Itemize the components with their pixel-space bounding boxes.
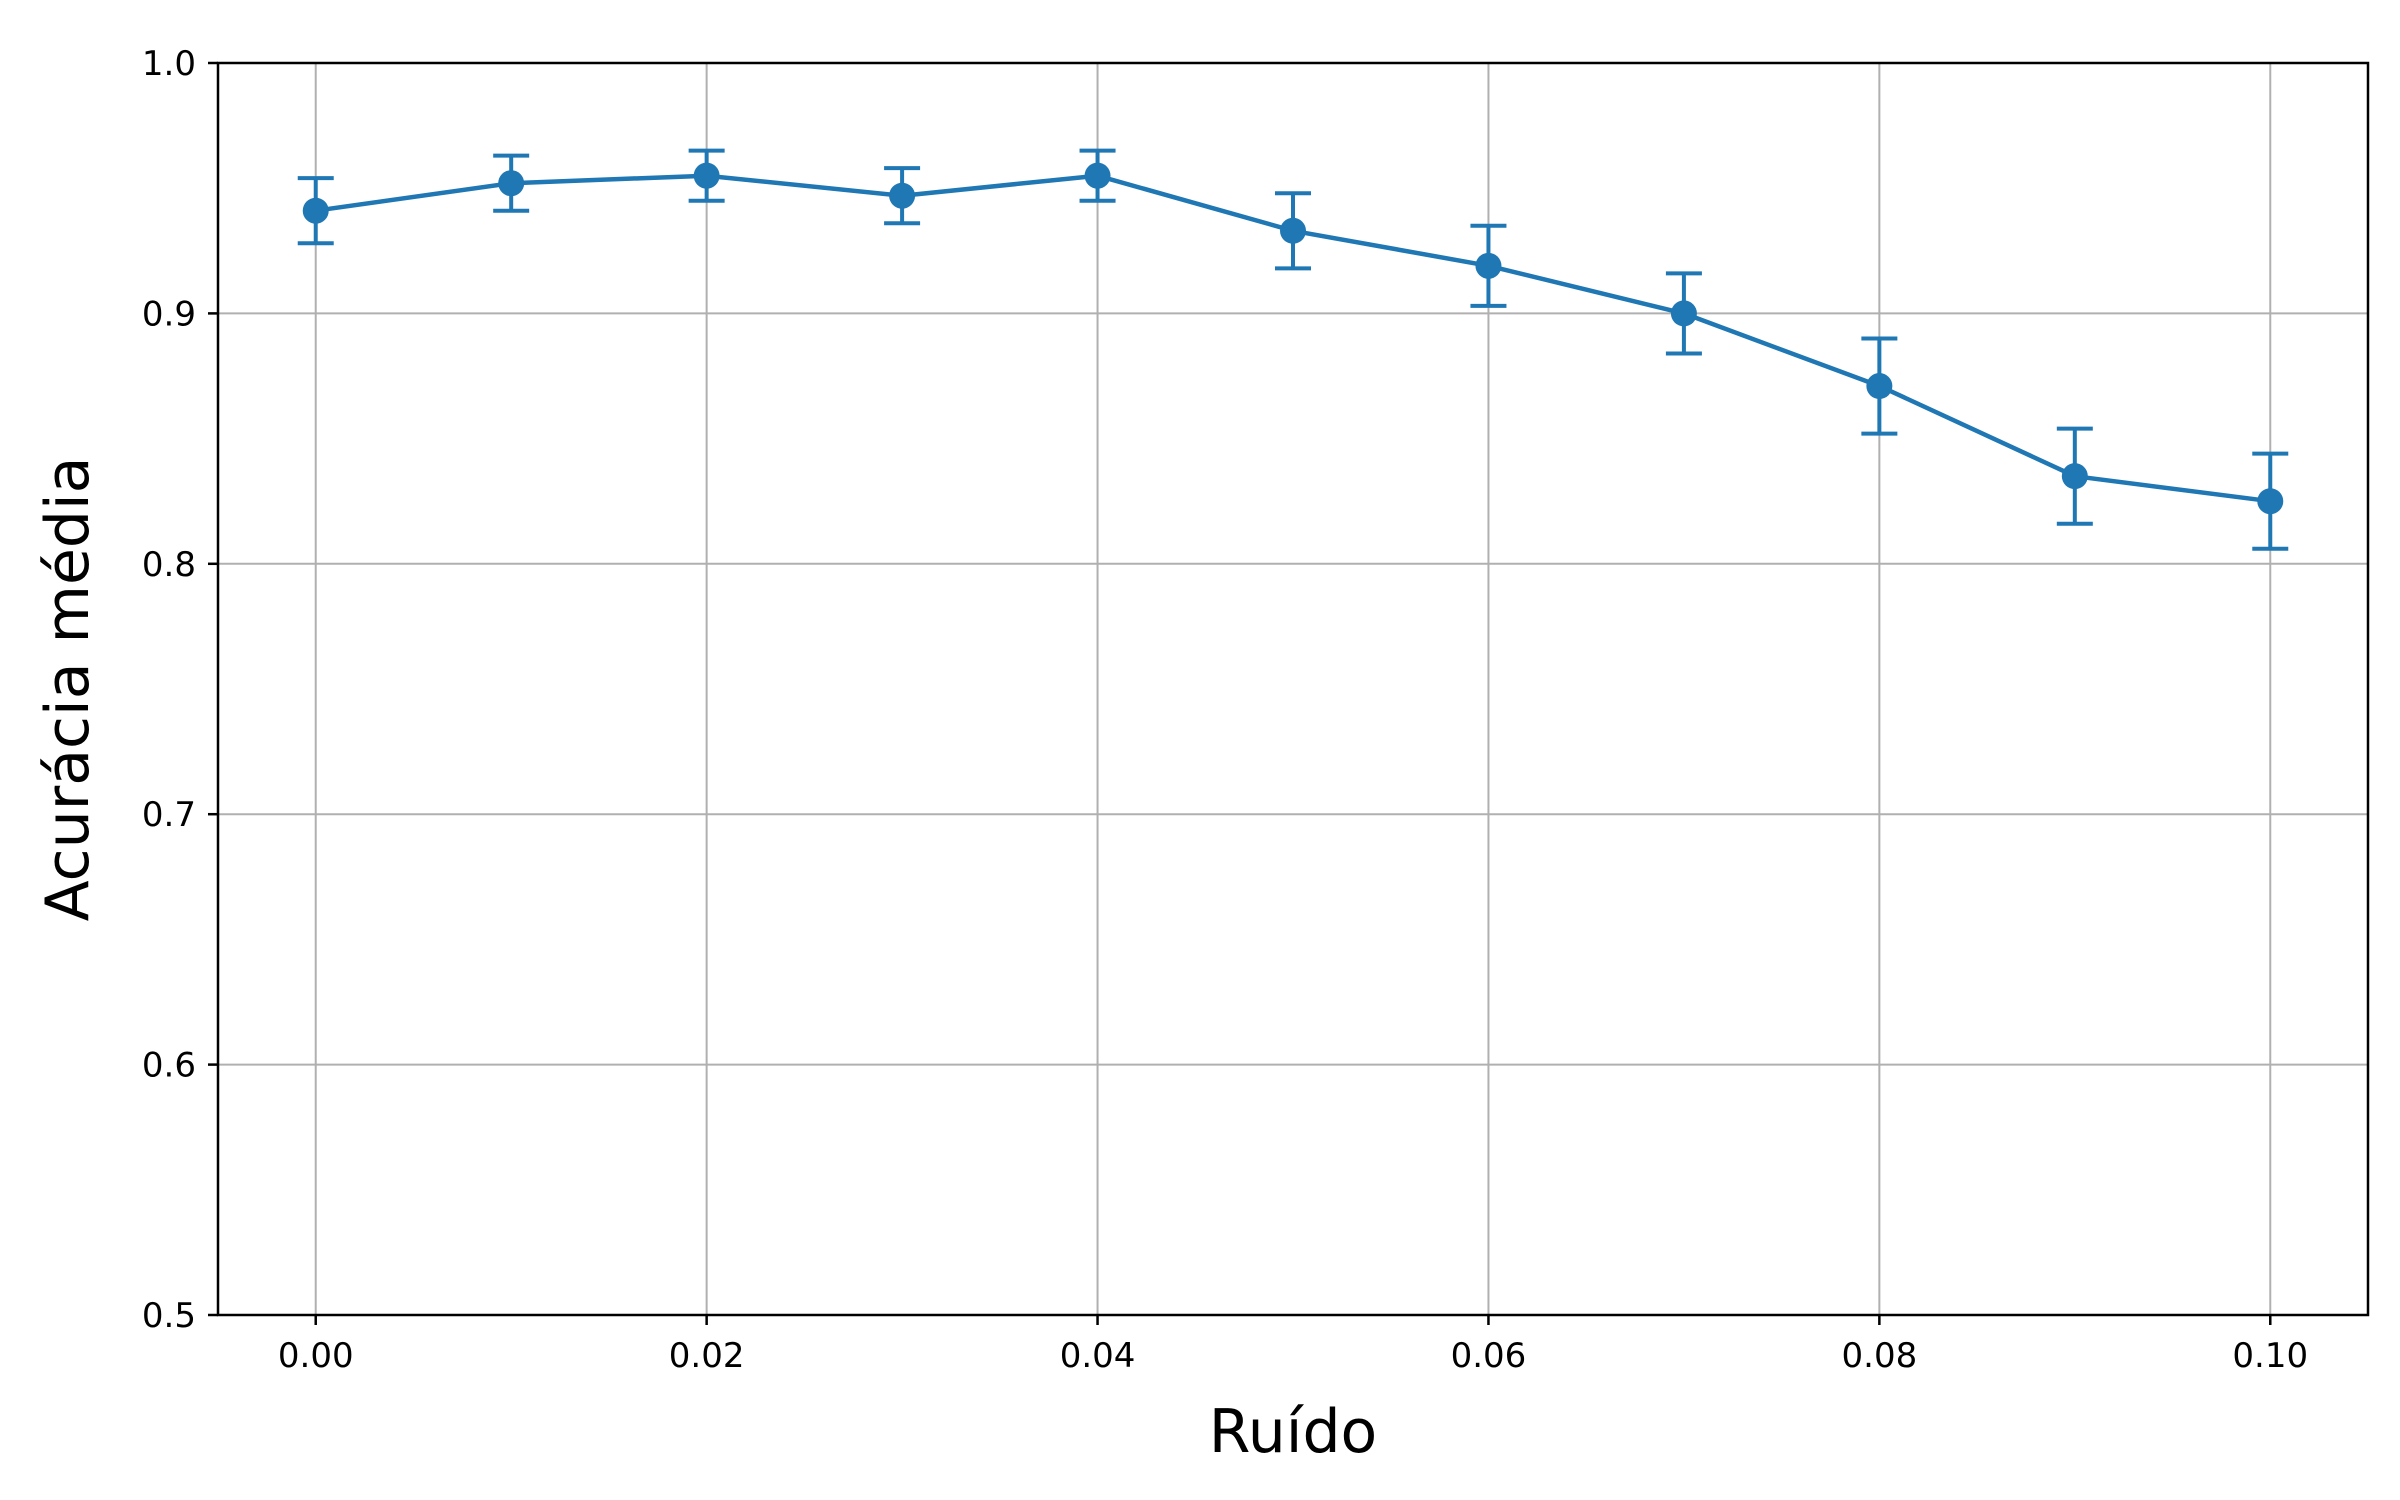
data-point bbox=[1866, 373, 1893, 400]
y-tick-label: 0.9 bbox=[142, 294, 196, 334]
data-point bbox=[498, 170, 525, 197]
data-point bbox=[1280, 217, 1306, 244]
x-tick-label: 0.04 bbox=[1060, 1336, 1136, 1376]
data-point bbox=[302, 197, 329, 224]
data-point bbox=[693, 162, 720, 189]
y-tick-label: 0.8 bbox=[142, 545, 196, 585]
data-series bbox=[297, 148, 2289, 551]
plot-area-background bbox=[218, 63, 2368, 1315]
data-point bbox=[1084, 162, 1111, 189]
y-axis-label: Acurácia média bbox=[33, 457, 103, 922]
data-point bbox=[889, 182, 916, 209]
y-tick-label: 1.0 bbox=[142, 44, 196, 84]
x-axis-label: Ruído bbox=[1209, 1397, 1378, 1467]
plot-frame bbox=[216, 61, 2370, 1317]
axis-ticks: 0.00 0.02 0.04 0.06 0.08 0.10 0.5 0.6 0.7 0.8 0.9 1… bbox=[142, 44, 2308, 1376]
x-tick-label: 0.08 bbox=[1842, 1336, 1918, 1376]
y-tick-label: 0.6 bbox=[142, 1046, 196, 1086]
data-point bbox=[1670, 300, 1697, 327]
y-tick-label: 0.7 bbox=[142, 795, 196, 835]
x-tick-label: 0.00 bbox=[278, 1336, 354, 1376]
x-tick-label: 0.06 bbox=[1451, 1336, 1527, 1376]
x-tick-label: 0.10 bbox=[2232, 1336, 2308, 1376]
x-tick-label: 0.02 bbox=[669, 1336, 745, 1376]
data-point bbox=[2061, 463, 2088, 490]
y-tick-label: 0.5 bbox=[142, 1296, 196, 1336]
data-point bbox=[2257, 488, 2284, 515]
data-point bbox=[1475, 252, 1502, 279]
